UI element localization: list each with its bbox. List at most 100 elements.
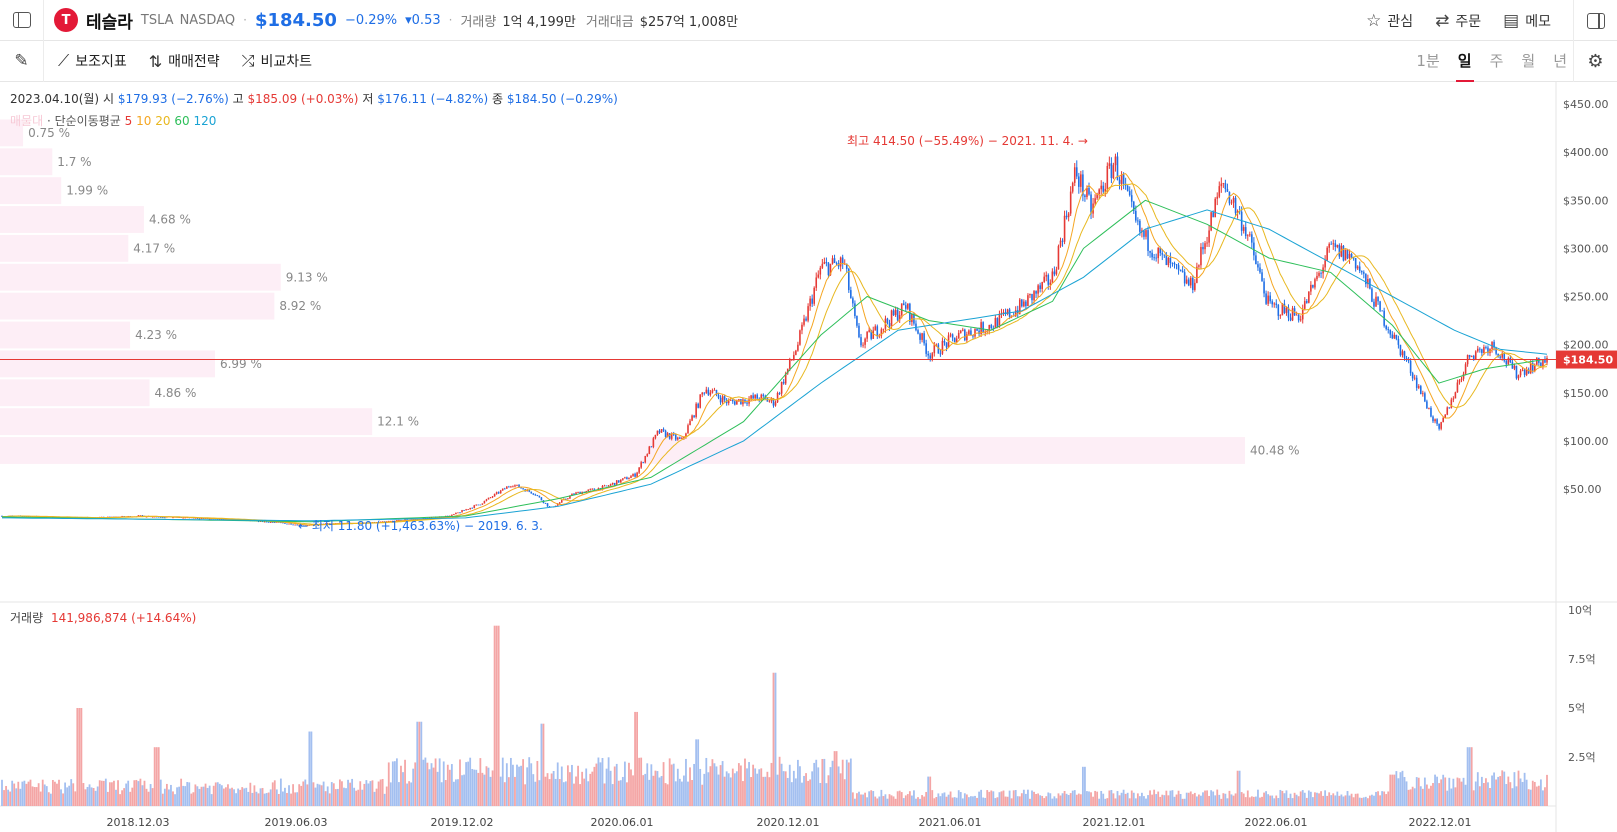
volume-bar: [1375, 791, 1377, 806]
watchlist-button[interactable]: ☆ 관심: [1366, 11, 1413, 31]
volume-bar: [556, 762, 559, 806]
indicator-button[interactable]: ⟋ 보조지표: [58, 51, 127, 71]
volume-bar: [628, 762, 630, 806]
candle-body: [622, 478, 624, 480]
candle-body: [797, 344, 799, 351]
volume-bar: [1065, 793, 1068, 806]
volume-bar: [229, 788, 231, 806]
candle-body: [719, 397, 722, 403]
tab-month[interactable]: 월: [1521, 52, 1536, 70]
volume-bar: [1246, 790, 1249, 806]
candle-body: [1468, 355, 1471, 357]
candle-body: [141, 515, 144, 517]
volume-bar: [664, 783, 667, 806]
candle-body: [1236, 211, 1239, 214]
high-value: $185.09 (+0.03%): [247, 92, 359, 106]
sidebar-toggle-button[interactable]: [0, 0, 44, 41]
strategy-button[interactable]: ⇅ 매매전략: [149, 51, 220, 71]
volume-bar: [1537, 785, 1540, 806]
volume-bar: [623, 761, 626, 806]
candle-body: [27, 516, 30, 518]
volume-bar: [190, 793, 193, 806]
memo-button[interactable]: ▤ 메모: [1503, 11, 1551, 31]
candle-body: [1531, 363, 1534, 372]
volume-bar: [540, 723, 543, 806]
candle-body: [560, 500, 563, 503]
tab-week[interactable]: 주: [1489, 52, 1504, 70]
tab-1min[interactable]: 1분: [1416, 52, 1440, 70]
candle-body: [850, 290, 852, 299]
candle-body: [121, 516, 123, 517]
candle-body: [151, 516, 154, 518]
volume-bar: [1047, 792, 1050, 806]
volume-bar: [64, 782, 67, 806]
volume-bar: [953, 797, 956, 806]
volume-bar: [294, 792, 297, 806]
volume-bar: [288, 785, 290, 806]
volume-bar: [827, 775, 830, 806]
volume-bar: [143, 780, 146, 806]
candle-body: [139, 515, 142, 517]
volume-bar: [1511, 788, 1514, 806]
candle-body: [271, 522, 274, 523]
volume-tick-label: 2.5억: [1568, 751, 1596, 764]
volume-bar: [825, 783, 828, 806]
volume-bar: [420, 721, 423, 806]
candle-body: [200, 518, 203, 520]
candle-body: [756, 394, 758, 399]
settings-button[interactable]: ⚙: [1573, 41, 1617, 82]
volume-bar: [17, 781, 20, 806]
ma120-label: 120: [193, 114, 217, 128]
candle-body: [1183, 272, 1186, 284]
candle-body: [821, 263, 824, 268]
volume-bar: [1423, 777, 1426, 806]
volume-bar: [648, 779, 651, 806]
volume-bar: [591, 771, 594, 806]
volume-bar: [532, 774, 535, 806]
volume-bar: [640, 757, 643, 806]
candle-body: [491, 496, 494, 498]
volume-bar: [1008, 790, 1011, 806]
candle-body: [1450, 399, 1453, 409]
price-tick-label: $400.00: [1563, 146, 1609, 159]
candle-body: [1051, 271, 1054, 283]
volume-bar: [357, 789, 360, 806]
order-button[interactable]: ⇄ 주문: [1435, 11, 1481, 31]
volume-bar: [579, 784, 582, 806]
volume-bar: [330, 782, 333, 806]
volume-bar: [465, 762, 468, 806]
candle-body: [577, 492, 579, 493]
volume-bar: [1033, 791, 1035, 806]
candle-body: [1230, 202, 1233, 204]
volume-bar: [715, 766, 718, 806]
candle-body: [1295, 314, 1298, 316]
candle-body: [1275, 303, 1278, 305]
tab-year[interactable]: 년: [1553, 52, 1567, 70]
candle-body: [579, 492, 581, 494]
candle-body: [992, 328, 995, 329]
volume-bar: [1204, 790, 1206, 806]
compare-button[interactable]: ⤮ 비교차트: [242, 51, 312, 71]
candle-body: [1493, 341, 1495, 348]
volume-profile-label: 4.86 %: [154, 386, 196, 400]
candle-body: [1253, 242, 1255, 256]
candle-body: [927, 353, 929, 356]
volume-bar: [1092, 796, 1094, 806]
candle-body: [1287, 307, 1290, 318]
volume-bar: [1340, 794, 1343, 806]
right-panel-toggle-button[interactable]: [1573, 0, 1617, 41]
candle-body: [701, 392, 704, 395]
price-chart[interactable]: 0.75 % 1.7 % 1.99 % 4.68 % 4.17 % 9.13 % 8.92 …: [0, 82, 1617, 832]
volume-bar: [1002, 790, 1005, 806]
candle-body: [872, 330, 875, 339]
drawing-tool-button[interactable]: ✎: [0, 40, 44, 82]
candle-body: [512, 486, 514, 488]
volume-bar: [1059, 795, 1062, 806]
volume-bar: [222, 788, 225, 806]
volume-bar: [1426, 784, 1428, 806]
candle-body: [1049, 282, 1052, 285]
candle-body: [788, 359, 791, 369]
volume-bar: [1462, 777, 1465, 806]
volume-bar: [955, 797, 958, 806]
tab-day[interactable]: 일: [1455, 41, 1474, 82]
